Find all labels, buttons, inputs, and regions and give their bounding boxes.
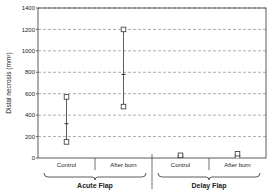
plot-frame [38,8,266,158]
y-tick-label: 1000 [22,48,36,54]
grid-line [38,136,266,137]
group-label: Delay Flap [191,182,226,190]
range-marker [235,151,240,156]
range-marker [64,140,69,145]
range-marker [64,95,69,100]
chart-root: 0 200 400 600 800 1000 1200 1400 Distal necrosis… [0,0,272,195]
range-line [123,29,124,106]
range-marker [121,27,126,32]
x-tick-label: Control [171,162,190,168]
group-label: Acute Flap [77,182,113,190]
y-tick-label: 200 [25,134,36,140]
grid-line [38,50,266,51]
x-tick-label: After burn [110,162,136,168]
grid-line [38,72,266,73]
grid-line [38,93,266,94]
range-line [66,97,67,142]
group-brace [158,173,260,180]
x-tick-label: After burn [224,162,250,168]
range-marker [121,104,126,109]
range-marker [178,153,183,158]
y-axis-label: Distal necrosis (mm²) [5,52,13,113]
grid-line [38,29,266,30]
mean-tick [65,123,69,124]
y-tick-label: 1200 [22,27,36,33]
y-tick-label: 400 [25,112,36,118]
separator [152,154,153,189]
grid-line [38,115,266,116]
y-tick-label: 600 [25,91,36,97]
group-brace [44,173,146,180]
y-tick-label: 800 [25,69,36,75]
chart: 0 200 400 600 800 1000 1200 1400 Distal necrosis… [0,0,272,195]
separator [209,158,210,170]
y-tick-label: 1400 [22,5,36,11]
separator [95,158,96,170]
x-tick-label: Control [57,162,76,168]
marks [64,27,240,158]
mean-tick [122,74,126,75]
y-tick-label: 0 [32,155,36,161]
